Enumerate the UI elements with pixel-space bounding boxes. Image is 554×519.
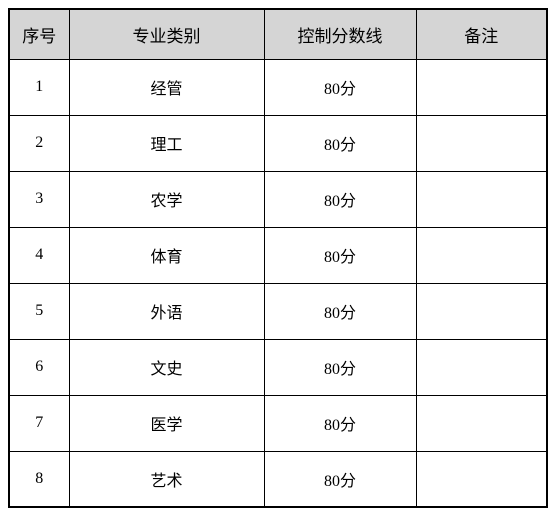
cell-note	[416, 59, 547, 115]
cell-note	[416, 395, 547, 451]
cell-category: 经管	[69, 59, 264, 115]
cell-seq: 2	[9, 115, 69, 171]
table-row: 7 医学 80分	[9, 395, 547, 451]
cell-note	[416, 451, 547, 507]
cell-seq: 3	[9, 171, 69, 227]
cell-score: 80分	[264, 227, 416, 283]
cell-score: 80分	[264, 59, 416, 115]
cell-note	[416, 339, 547, 395]
header-row: 序号 专业类别 控制分数线 备注	[9, 9, 547, 59]
cell-category: 医学	[69, 395, 264, 451]
cell-seq: 5	[9, 283, 69, 339]
cell-seq: 6	[9, 339, 69, 395]
cell-score: 80分	[264, 171, 416, 227]
table-body: 1 经管 80分 2 理工 80分 3 农学 80分 4 体育 80分 5 外语…	[9, 59, 547, 507]
cell-category: 农学	[69, 171, 264, 227]
cell-category: 理工	[69, 115, 264, 171]
header-seq: 序号	[9, 9, 69, 59]
table-row: 6 文史 80分	[9, 339, 547, 395]
score-table: 序号 专业类别 控制分数线 备注 1 经管 80分 2 理工 80分 3 农学 …	[8, 8, 548, 508]
table-row: 1 经管 80分	[9, 59, 547, 115]
cell-score: 80分	[264, 339, 416, 395]
table-row: 2 理工 80分	[9, 115, 547, 171]
cell-category: 艺术	[69, 451, 264, 507]
cell-note	[416, 227, 547, 283]
cell-score: 80分	[264, 395, 416, 451]
cell-score: 80分	[264, 283, 416, 339]
table-row: 3 农学 80分	[9, 171, 547, 227]
table-row: 4 体育 80分	[9, 227, 547, 283]
cell-note	[416, 171, 547, 227]
cell-category: 体育	[69, 227, 264, 283]
cell-category: 外语	[69, 283, 264, 339]
cell-note	[416, 283, 547, 339]
header-note: 备注	[416, 9, 547, 59]
header-score: 控制分数线	[264, 9, 416, 59]
cell-note	[416, 115, 547, 171]
cell-seq: 1	[9, 59, 69, 115]
table-header: 序号 专业类别 控制分数线 备注	[9, 9, 547, 59]
cell-category: 文史	[69, 339, 264, 395]
cell-score: 80分	[264, 115, 416, 171]
cell-seq: 8	[9, 451, 69, 507]
cell-score: 80分	[264, 451, 416, 507]
table-row: 5 外语 80分	[9, 283, 547, 339]
header-category: 专业类别	[69, 9, 264, 59]
cell-seq: 7	[9, 395, 69, 451]
cell-seq: 4	[9, 227, 69, 283]
table-row: 8 艺术 80分	[9, 451, 547, 507]
